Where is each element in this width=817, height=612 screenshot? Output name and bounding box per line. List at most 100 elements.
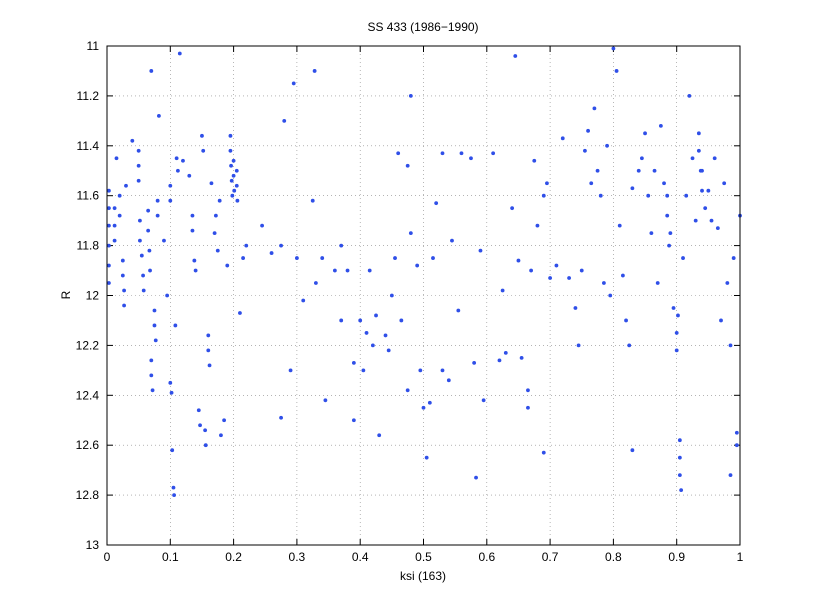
data-point [677,473,682,478]
data-point [427,400,432,405]
data-point [459,151,464,156]
data-point [573,306,578,310]
data-point [351,418,356,423]
data-point [153,338,158,343]
data-point [617,223,622,228]
data-point [595,168,600,173]
data-point [386,348,391,353]
data-point [405,163,410,168]
data-point [181,158,185,163]
data-point [112,238,117,243]
data-point [149,69,154,73]
data-point [728,473,733,478]
x-tick-label: 0.8 [605,550,622,564]
data-point [389,293,394,298]
data-point [122,288,126,293]
data-point [636,168,641,173]
data-point [630,186,635,191]
data-point [112,206,117,211]
data-point [598,193,603,198]
x-tick-label: 0.4 [352,550,369,564]
data-point [106,281,111,285]
plot-frame [106,45,741,546]
data-point [513,54,518,58]
data-point [677,438,682,443]
data-point [491,151,496,156]
data-point [681,256,685,260]
data-point [235,198,240,203]
data-point [187,173,192,178]
data-point [155,198,160,203]
data-point [157,113,161,118]
y-axis-label: R [59,290,73,299]
data-point [162,238,166,243]
x-tick-label: 0.9 [668,550,685,564]
data-point [576,343,581,348]
data-point [472,360,477,365]
data-point [548,276,552,280]
data-point [117,193,122,198]
data-point [408,231,413,236]
data-point [190,228,195,233]
data-point [431,256,435,260]
data-point [207,363,212,368]
data-point [206,333,211,338]
data-point [541,450,546,455]
data-point [198,423,202,428]
data-point [141,288,146,293]
data-point [665,213,670,218]
data-point [393,256,397,260]
data-point [560,136,565,141]
data-point [120,273,125,278]
data-point [165,293,170,298]
data-point [217,198,222,203]
y-tick-label: 12.6 [76,438,100,452]
data-point [241,256,245,260]
data-point [149,373,154,378]
data-point [690,156,695,161]
data-point [106,206,111,211]
y-tick-label: 12.4 [76,388,100,402]
data-point [627,343,632,348]
data-point [658,123,663,128]
data-point [313,281,318,285]
data-point [168,380,173,385]
data-point [715,226,720,231]
y-tick-label: 13 [86,538,100,552]
x-tick-label: 1 [737,550,744,564]
data-point [684,193,689,198]
data-point [700,188,704,193]
data-point [213,213,218,218]
data-point [234,183,239,188]
data-point [279,415,283,420]
data-point [155,213,160,218]
data-point [130,138,135,143]
data-point [579,268,584,273]
data-point [170,448,175,453]
data-point [206,348,211,353]
data-point [367,268,372,273]
data-point [244,243,249,248]
data-point [193,268,198,273]
data-point [177,51,182,56]
data-point [592,106,597,111]
x-tick-label: 0.2 [225,550,242,564]
chart-title: SS 433 (1986−1990) [367,20,478,34]
y-tick-label: 11 [87,39,100,53]
x-tick-label: 0.6 [478,550,495,564]
data-point [408,94,413,98]
data-point [175,168,180,173]
data-point [676,313,680,318]
data-point [679,488,684,493]
data-point [339,243,344,248]
data-point [209,181,214,186]
data-point [152,323,157,328]
data-point [152,308,157,313]
data-point [440,151,445,156]
data-point [532,158,537,163]
data-point [114,156,119,161]
data-point [203,443,208,448]
data-point [203,428,208,433]
